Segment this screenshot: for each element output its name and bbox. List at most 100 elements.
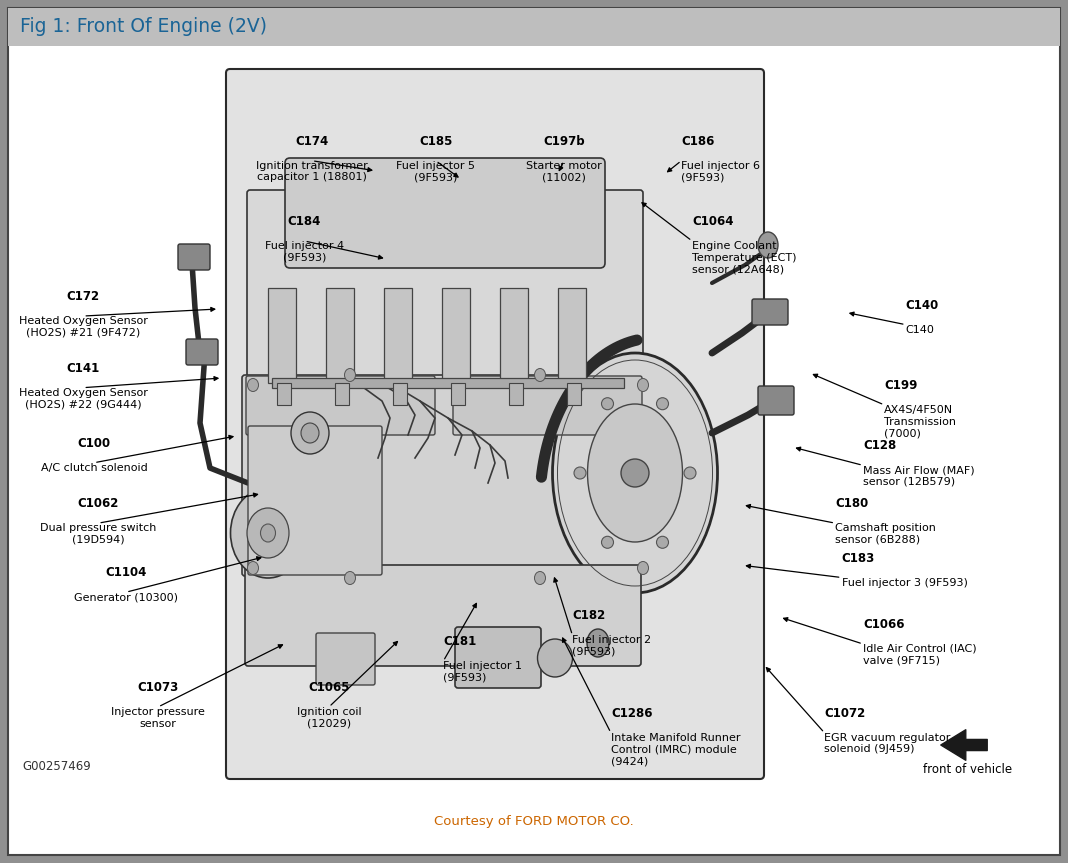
Bar — [7, 8, 1061, 46]
FancyBboxPatch shape — [178, 244, 210, 270]
Text: C182: C182 — [572, 609, 606, 622]
Ellipse shape — [657, 398, 669, 410]
Bar — [567, 383, 581, 405]
Text: C1286: C1286 — [611, 707, 653, 720]
Text: Intake Manifold Runner
Control (IMRC) module
(9424): Intake Manifold Runner Control (IMRC) mo… — [611, 733, 740, 766]
Bar — [277, 383, 290, 405]
Text: C141: C141 — [66, 362, 100, 375]
Text: Courtesy of FORD MOTOR CO.: Courtesy of FORD MOTOR CO. — [434, 815, 634, 828]
Text: AX4S/4F50N
Transmission
(7000): AX4S/4F50N Transmission (7000) — [884, 405, 956, 438]
FancyBboxPatch shape — [246, 376, 435, 435]
Text: C128: C128 — [863, 439, 896, 452]
Ellipse shape — [290, 412, 329, 454]
Bar — [442, 288, 470, 383]
FancyBboxPatch shape — [242, 375, 648, 576]
Text: front of vehicle: front of vehicle — [924, 763, 1012, 776]
Text: Mass Air Flow (MAF)
sensor (12B579): Mass Air Flow (MAF) sensor (12B579) — [863, 465, 975, 487]
Text: C140: C140 — [906, 324, 934, 335]
Text: C181: C181 — [443, 635, 476, 648]
Ellipse shape — [534, 571, 546, 584]
Text: C183: C183 — [842, 551, 875, 564]
Bar — [393, 383, 407, 405]
Text: C185: C185 — [419, 135, 453, 148]
Text: C180: C180 — [835, 497, 868, 510]
Text: Engine Coolant
Temperature (ECT)
sensor (12A648): Engine Coolant Temperature (ECT) sensor … — [692, 241, 797, 274]
Text: Fuel injector 3 (9F593): Fuel injector 3 (9F593) — [842, 577, 968, 588]
Ellipse shape — [684, 467, 696, 479]
Text: C184: C184 — [287, 215, 321, 228]
Text: Camshaft position
sensor (6B288): Camshaft position sensor (6B288) — [835, 523, 936, 545]
Text: C186: C186 — [681, 135, 714, 148]
Ellipse shape — [758, 232, 778, 258]
Bar — [272, 378, 624, 388]
Bar — [451, 383, 465, 405]
FancyBboxPatch shape — [285, 158, 604, 268]
FancyBboxPatch shape — [758, 386, 794, 415]
FancyBboxPatch shape — [226, 69, 764, 779]
Bar — [509, 383, 523, 405]
Text: C1064: C1064 — [692, 215, 734, 228]
Ellipse shape — [534, 369, 546, 381]
Text: Fuel injector 4
(9F593): Fuel injector 4 (9F593) — [265, 241, 344, 262]
Ellipse shape — [345, 571, 356, 584]
FancyBboxPatch shape — [455, 627, 541, 688]
Ellipse shape — [247, 508, 289, 558]
Bar — [335, 383, 349, 405]
Text: C199: C199 — [884, 379, 917, 392]
Text: C197b: C197b — [544, 135, 584, 148]
Text: Heated Oxygen Sensor
(HO2S) #21 (9F472): Heated Oxygen Sensor (HO2S) #21 (9F472) — [19, 316, 147, 337]
FancyBboxPatch shape — [186, 339, 218, 365]
Ellipse shape — [638, 562, 648, 575]
Text: Ignition coil
(12029): Ignition coil (12029) — [297, 707, 361, 728]
Text: C1072: C1072 — [824, 707, 866, 720]
Text: C1062: C1062 — [78, 497, 119, 510]
FancyArrowPatch shape — [941, 730, 987, 760]
FancyBboxPatch shape — [453, 376, 642, 435]
Text: C140: C140 — [906, 299, 939, 312]
Ellipse shape — [552, 353, 718, 593]
Ellipse shape — [345, 369, 356, 381]
Text: EGR vacuum regulator
solenoid (9J459): EGR vacuum regulator solenoid (9J459) — [824, 733, 951, 754]
Ellipse shape — [601, 398, 613, 410]
Ellipse shape — [601, 536, 613, 548]
Ellipse shape — [231, 488, 305, 578]
Ellipse shape — [574, 467, 586, 479]
FancyBboxPatch shape — [316, 633, 375, 685]
Ellipse shape — [587, 404, 682, 542]
Text: Dual pressure switch
(19D594): Dual pressure switch (19D594) — [41, 523, 156, 545]
Text: Injector pressure
sensor: Injector pressure sensor — [111, 707, 205, 728]
Text: C174: C174 — [295, 135, 329, 148]
FancyBboxPatch shape — [247, 190, 643, 386]
Text: Fuel injector 5
(9F593): Fuel injector 5 (9F593) — [396, 161, 475, 182]
Text: Fuel injector 2
(9F593): Fuel injector 2 (9F593) — [572, 635, 651, 657]
Ellipse shape — [248, 562, 258, 575]
Text: Starter motor
(11002): Starter motor (11002) — [527, 161, 601, 182]
Text: C1065: C1065 — [309, 681, 349, 694]
Text: Fuel injector 6
(9F593): Fuel injector 6 (9F593) — [681, 161, 760, 182]
Bar — [500, 288, 528, 383]
Ellipse shape — [657, 536, 669, 548]
Text: Generator (10300): Generator (10300) — [74, 592, 178, 602]
Bar — [384, 288, 412, 383]
Text: A/C clutch solenoid: A/C clutch solenoid — [41, 463, 147, 473]
Ellipse shape — [248, 379, 258, 392]
FancyBboxPatch shape — [245, 565, 641, 666]
Text: C1073: C1073 — [138, 681, 178, 694]
Text: G00257469: G00257469 — [22, 760, 91, 773]
Text: Fig 1: Front Of Engine (2V): Fig 1: Front Of Engine (2V) — [20, 17, 267, 36]
Ellipse shape — [587, 629, 609, 657]
Ellipse shape — [261, 524, 276, 542]
Text: Idle Air Control (IAC)
valve (9F715): Idle Air Control (IAC) valve (9F715) — [863, 644, 976, 665]
Bar — [268, 288, 296, 383]
Bar — [557, 288, 586, 383]
Bar — [326, 288, 354, 383]
FancyBboxPatch shape — [248, 426, 382, 575]
Text: C172: C172 — [66, 290, 100, 303]
Text: Fuel injector 1
(9F593): Fuel injector 1 (9F593) — [443, 661, 522, 683]
FancyBboxPatch shape — [752, 299, 788, 325]
Ellipse shape — [638, 379, 648, 392]
Ellipse shape — [621, 459, 649, 487]
Ellipse shape — [301, 423, 319, 443]
Ellipse shape — [537, 639, 572, 677]
Text: Ignition transformer
capacitor 1 (18801): Ignition transformer capacitor 1 (18801) — [256, 161, 367, 182]
